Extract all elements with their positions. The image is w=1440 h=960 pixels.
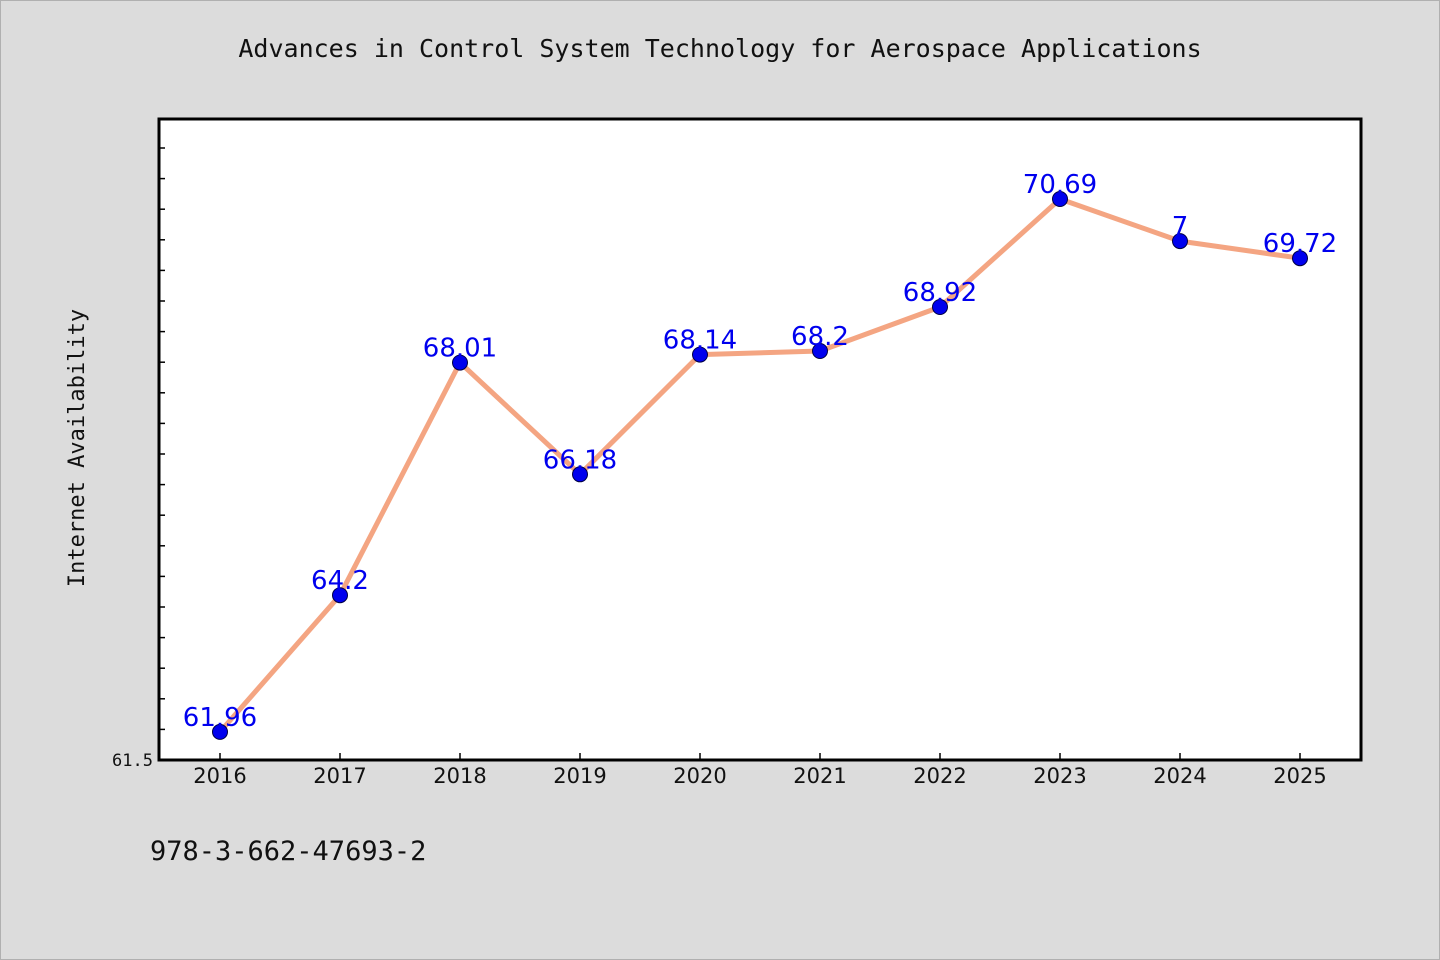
data-label: 69.72 — [1263, 229, 1337, 259]
data-label: 70.69 — [1023, 170, 1097, 200]
x-tick-label: 2019 — [553, 764, 606, 788]
data-label: 68.01 — [423, 334, 497, 364]
data-point — [332, 587, 348, 604]
y-tick-label: 61.5 — [112, 751, 153, 771]
data-point — [452, 354, 468, 371]
series-line — [218, 196, 1301, 734]
data-labels: 61.96 64.2 68.01 66.18 68.14 68.2 68.92 70.69 7 6… — [183, 170, 1337, 733]
x-tick-label: 2025 — [1273, 764, 1326, 788]
x-tick-label: 2017 — [313, 764, 366, 788]
data-point — [812, 343, 828, 359]
x-tick-label: 2016 — [193, 764, 246, 788]
x-tick-label: 2020 — [673, 764, 726, 788]
x-tick-label: 2021 — [793, 764, 846, 788]
chart-title: Advances in Control System Technology fo… — [238, 34, 1202, 63]
x-tick-label: 2023 — [1033, 764, 1086, 788]
data-label: 66.18 — [543, 445, 617, 475]
x-axis-ticks — [219, 753, 1301, 760]
data-point — [1292, 250, 1308, 267]
data-points — [212, 191, 1308, 740]
data-label: 64.2 — [311, 566, 369, 596]
data-point — [932, 299, 948, 315]
data-label: 68.14 — [663, 326, 737, 356]
x-tick-label: 2022 — [913, 764, 966, 788]
y-axis-label: Internet Availability — [65, 309, 90, 587]
y-axis-ticks — [159, 147, 165, 761]
x-tick-label: 2018 — [433, 764, 486, 788]
data-point — [1052, 191, 1068, 207]
plot-area — [157, 117, 1363, 762]
data-point — [692, 346, 708, 363]
data-label: 68.92 — [903, 278, 977, 308]
x-tick-labels: 2016 2017 2018 2019 2020 2021 2022 2023 2024 2025 — [193, 764, 1326, 788]
x-tick-label: 2024 — [1153, 764, 1206, 788]
data-point — [572, 466, 588, 483]
data-point — [1172, 233, 1188, 250]
data-label: 7 — [1172, 212, 1189, 242]
data-label: 61.96 — [183, 703, 257, 733]
data-point — [212, 723, 228, 740]
data-label: 68.2 — [791, 322, 849, 352]
isbn-label: 978-3-662-47693-2 — [150, 836, 427, 867]
